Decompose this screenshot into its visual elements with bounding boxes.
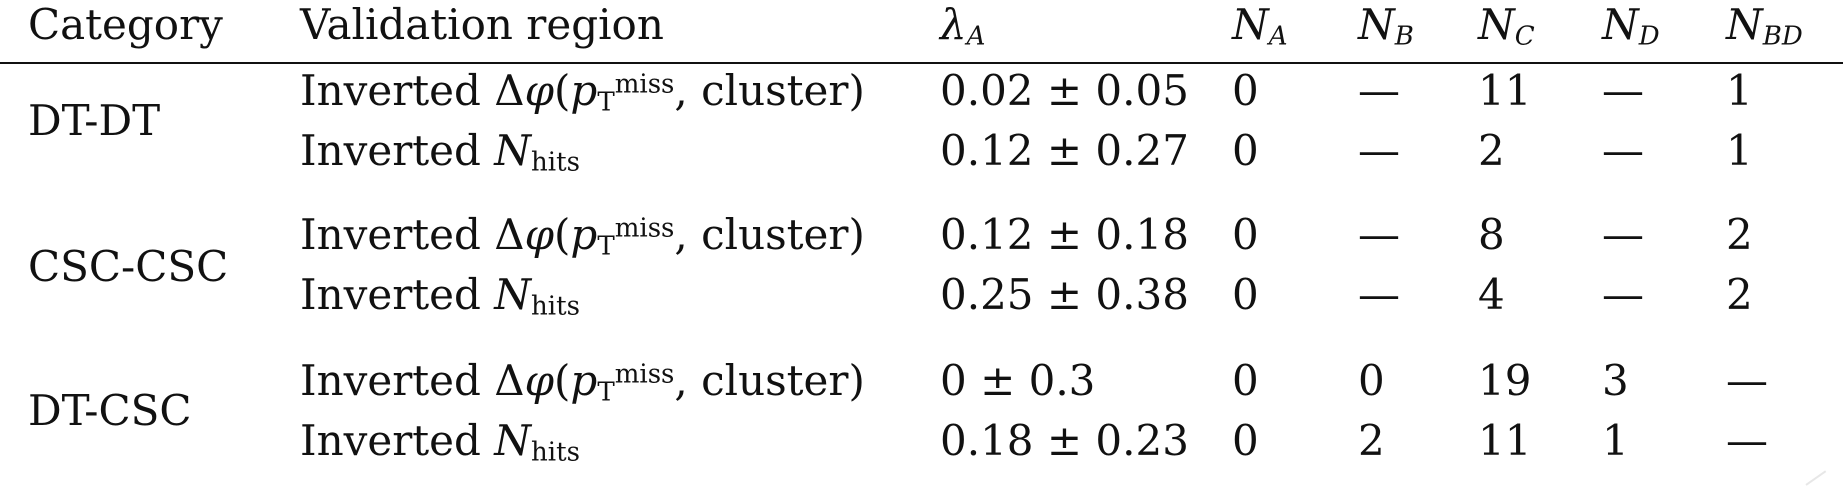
nb-value: 2 [1358,416,1385,465]
p-superscript: miss [614,69,675,100]
nc-value: 2 [1478,126,1505,175]
region-text: Inverted Δ [300,356,525,405]
nd-value: — [1602,126,1644,175]
table-header: Category Validation region λA NA NB NC N… [0,0,1843,64]
nc-value: 11 [1478,66,1532,115]
na-value: 0 [1232,416,1259,465]
header-nbd: NBD [1726,4,1803,50]
nbd-value: 1 [1726,126,1753,175]
header-nd: ND [1602,4,1660,50]
region-open: ( [554,210,571,259]
nc-value: 4 [1478,270,1505,319]
region-text: Inverted [300,126,495,175]
p-superscript: miss [614,359,675,390]
header-rule [0,62,1843,64]
nbd-value: 1 [1726,66,1753,115]
nb-value: — [1358,66,1400,115]
n-symbol: N [494,126,532,175]
validation-region-cell: Inverted Δφ(pTmiss, cluster) [300,360,865,406]
n-symbol: N [494,270,532,319]
nd-value: — [1602,210,1644,259]
hits-subscript: hits [531,437,580,468]
header-nb: NB [1358,4,1414,50]
header-validation-region: Validation region [300,0,664,49]
lambda-value: 0 ± 0.3 [940,356,1096,405]
nd-value: — [1602,66,1644,115]
region-open: ( [554,66,571,115]
nb-value: 0 [1358,356,1385,405]
header-lambda: λA [940,4,985,50]
lambda-value: 0.02 ± 0.05 [940,66,1189,115]
header-nc-main: N [1478,0,1515,49]
region-close: , cluster) [674,356,865,405]
nbd-value: 2 [1726,210,1753,259]
hits-subscript: hits [531,291,580,322]
nc-value: 8 [1478,210,1505,259]
na-value: 0 [1232,66,1259,115]
header-nc-sub: C [1514,21,1535,52]
p-subscript: T [597,377,615,408]
nc-value: 19 [1478,356,1532,405]
p-symbol: p [570,66,598,115]
na-value: 0 [1232,356,1259,405]
header-category: Category [28,0,223,49]
category-label: CSC-CSC [28,242,229,291]
validation-region-cell: Inverted Nhits [300,130,580,176]
phi-symbol: φ [524,356,555,405]
validation-region-cell: Inverted Δφ(pTmiss, cluster) [300,70,865,116]
region-text: Inverted [300,270,495,319]
header-lambda-sub: A [966,21,986,52]
nb-value: — [1358,126,1400,175]
nbd-value: 2 [1726,270,1753,319]
nd-value: 1 [1602,416,1629,465]
header-nb-main: N [1358,0,1395,49]
region-close: , cluster) [674,66,865,115]
category-label: DT-CSC [28,386,192,435]
nd-value: 3 [1602,356,1629,405]
region-text: Inverted [300,416,495,465]
validation-region-cell: Inverted Δφ(pTmiss, cluster) [300,214,865,260]
header-nbd-main: N [1726,0,1763,49]
region-text: Inverted Δ [300,66,525,115]
header-nb-sub: B [1394,21,1414,52]
watermark-mark [1799,462,1827,486]
header-na-sub: A [1268,21,1288,52]
lambda-value: 0.25 ± 0.38 [940,270,1189,319]
p-superscript: miss [614,213,675,244]
lambda-value: 0.12 ± 0.27 [940,126,1189,175]
nc-value: 11 [1478,416,1532,465]
header-lambda-main: λ [940,0,967,49]
hits-subscript: hits [531,147,580,178]
nbd-value: — [1726,416,1768,465]
na-value: 0 [1232,270,1259,319]
p-symbol: p [570,356,598,405]
region-text: Inverted Δ [300,210,525,259]
header-nbd-sub: BD [1762,21,1803,52]
category-label: DT-DT [28,96,161,145]
header-nc: NC [1478,4,1535,50]
validation-region-cell: Inverted Nhits [300,274,580,320]
p-symbol: p [570,210,598,259]
lambda-value: 0.18 ± 0.23 [940,416,1189,465]
header-nd-sub: D [1638,21,1660,52]
na-value: 0 [1232,210,1259,259]
header-nd-main: N [1602,0,1639,49]
na-value: 0 [1232,126,1259,175]
phi-symbol: φ [524,210,555,259]
p-subscript: T [597,231,615,262]
region-close: , cluster) [674,210,865,259]
nd-value: — [1602,270,1644,319]
region-open: ( [554,356,571,405]
nb-value: — [1358,270,1400,319]
header-na-main: N [1232,0,1269,49]
p-subscript: T [597,87,615,118]
n-symbol: N [494,416,532,465]
nb-value: — [1358,210,1400,259]
lambda-value: 0.12 ± 0.18 [940,210,1189,259]
phi-symbol: φ [524,66,555,115]
validation-region-cell: Inverted Nhits [300,420,580,466]
header-na: NA [1232,4,1288,50]
nbd-value: — [1726,356,1768,405]
